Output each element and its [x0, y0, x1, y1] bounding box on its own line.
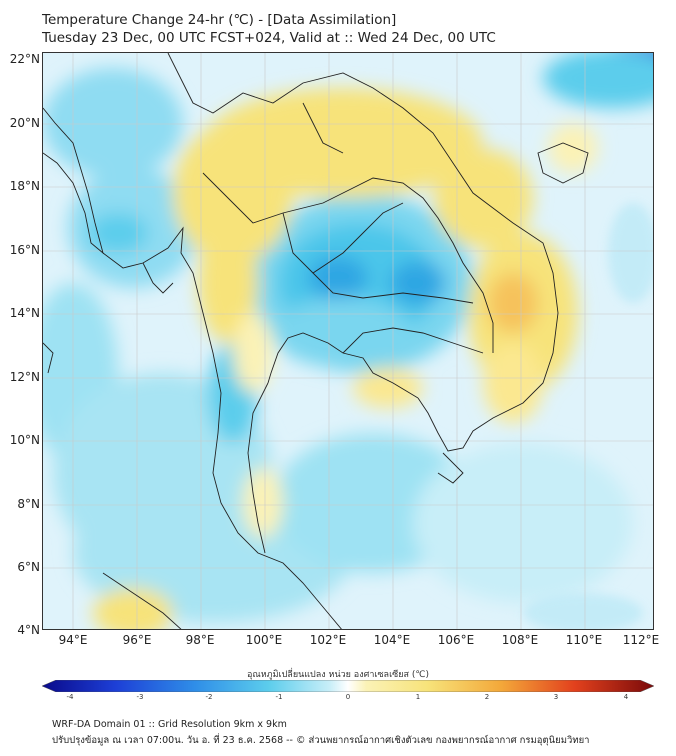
lon-label-108e: 108°E	[501, 633, 539, 647]
footer-credit: ปรับปรุงข้อมูล ณ เวลา 07:00น. วัน อ. ที่…	[52, 735, 590, 746]
lat-label-4n: 4°N	[17, 623, 40, 637]
lat-label-10n: 10°N	[9, 433, 40, 447]
colorbar-tick: 3	[553, 693, 559, 701]
lon-label-104e: 104°E	[373, 633, 411, 647]
lon-label-106e: 106°E	[437, 633, 475, 647]
lon-label-96e: 96°E	[122, 633, 152, 647]
lat-label-8n: 8°N	[17, 497, 40, 511]
lat-label-22n: 22°N	[9, 52, 40, 66]
colorbar-tick: 1	[415, 693, 421, 701]
lon-label-110e: 110°E	[565, 633, 603, 647]
colorbar-tick: 2	[484, 693, 490, 701]
map-title: Temperature Change 24-hr (℃) - [Data Ass…	[42, 12, 397, 28]
colorbar-tick: -2	[205, 693, 213, 701]
lat-label-20n: 20°N	[9, 116, 40, 130]
lon-label-98e: 98°E	[185, 633, 215, 647]
temperature-field-map	[43, 53, 653, 629]
footer-model-info: WRF-DA Domain 01 :: Grid Resolution 9km …	[52, 719, 287, 730]
graticule	[43, 53, 653, 629]
lon-label-112e: 112°E	[622, 633, 660, 647]
lat-label-6n: 6°N	[17, 560, 40, 574]
colorbar-tick: -3	[136, 693, 144, 701]
lon-label-100e: 100°E	[245, 633, 283, 647]
lon-label-94e: 94°E	[58, 633, 88, 647]
lat-label-14n: 14°N	[9, 306, 40, 320]
lat-label-12n: 12°N	[9, 370, 40, 384]
colorbar-tick: -4	[66, 693, 74, 701]
coastlines-borders	[43, 53, 589, 629]
colorbar-tick: 4	[623, 693, 629, 701]
colorbar-tick: 0	[345, 693, 351, 701]
colorbar-tick: -1	[275, 693, 283, 701]
colorbar	[42, 680, 654, 692]
colorbar-title: อุณหภูมิเปลี่ยนแปลง หน่วย องศาเซลเซียส (…	[246, 670, 430, 680]
lon-label-102e: 102°E	[309, 633, 347, 647]
lat-label-18n: 18°N	[9, 179, 40, 193]
map-panel	[42, 52, 654, 630]
map-subtitle: Tuesday 23 Dec, 00 UTC FCST+024, Valid a…	[42, 30, 496, 46]
lat-label-16n: 16°N	[9, 243, 40, 257]
